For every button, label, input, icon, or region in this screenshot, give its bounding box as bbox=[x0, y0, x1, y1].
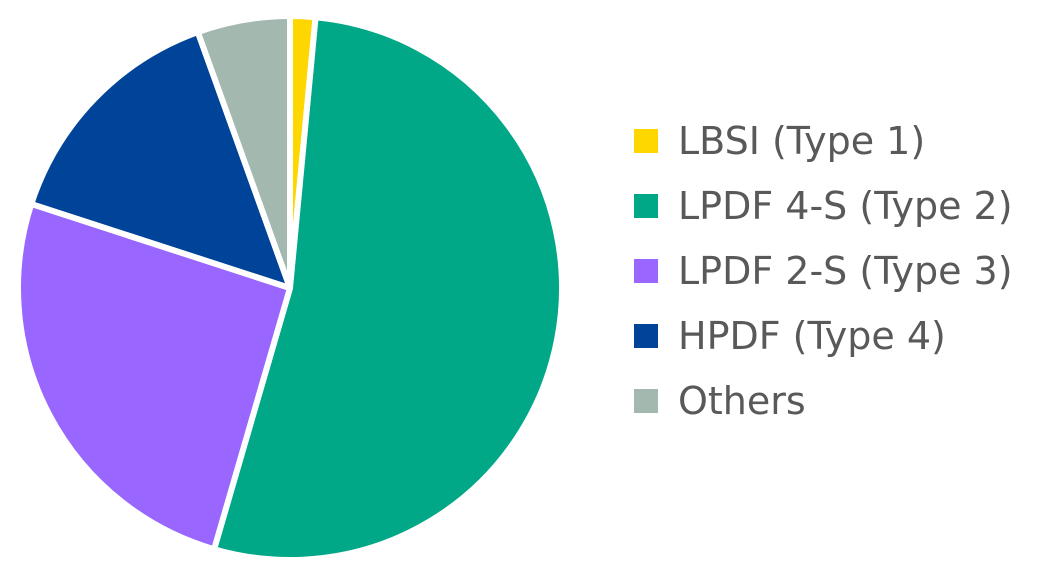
legend-item-lpdf-2s: LPDF 2-S (Type 3) bbox=[634, 238, 1054, 303]
pie-slice-lpdf-4-s-type-2 bbox=[211, 14, 565, 563]
legend-label-lpdf-4s: LPDF 4-S (Type 2) bbox=[678, 183, 1013, 228]
legend-label-hpdf: HPDF (Type 4) bbox=[678, 313, 946, 358]
pie-slice-others bbox=[194, 13, 293, 291]
legend-item-others: Others bbox=[634, 368, 1054, 433]
legend-swatch-lbsi bbox=[634, 128, 658, 153]
legend-label-lbsi: LBSI (Type 1) bbox=[678, 118, 926, 163]
pie-slice-hpdf-type-4 bbox=[28, 29, 293, 291]
pie-slices bbox=[15, 13, 565, 563]
legend-label-lpdf-2s: LPDF 2-S (Type 3) bbox=[678, 248, 1013, 293]
legend-swatch-lpdf-4s bbox=[634, 193, 658, 218]
legend-item-lpdf-4s: LPDF 4-S (Type 2) bbox=[634, 173, 1054, 238]
legend-item-hpdf: HPDF (Type 4) bbox=[634, 303, 1054, 368]
pie-chart bbox=[15, 13, 565, 563]
legend-swatch-hpdf bbox=[634, 323, 658, 348]
legend-swatch-lpdf-2s bbox=[634, 258, 658, 283]
pie-slice-lpdf-2-s-type-3 bbox=[15, 200, 293, 553]
legend-swatch-others bbox=[634, 388, 658, 413]
legend: LBSI (Type 1) LPDF 4-S (Type 2) LPDF 2-S… bbox=[634, 108, 1054, 433]
legend-label-others: Others bbox=[678, 378, 806, 423]
legend-item-lbsi: LBSI (Type 1) bbox=[634, 108, 1054, 173]
